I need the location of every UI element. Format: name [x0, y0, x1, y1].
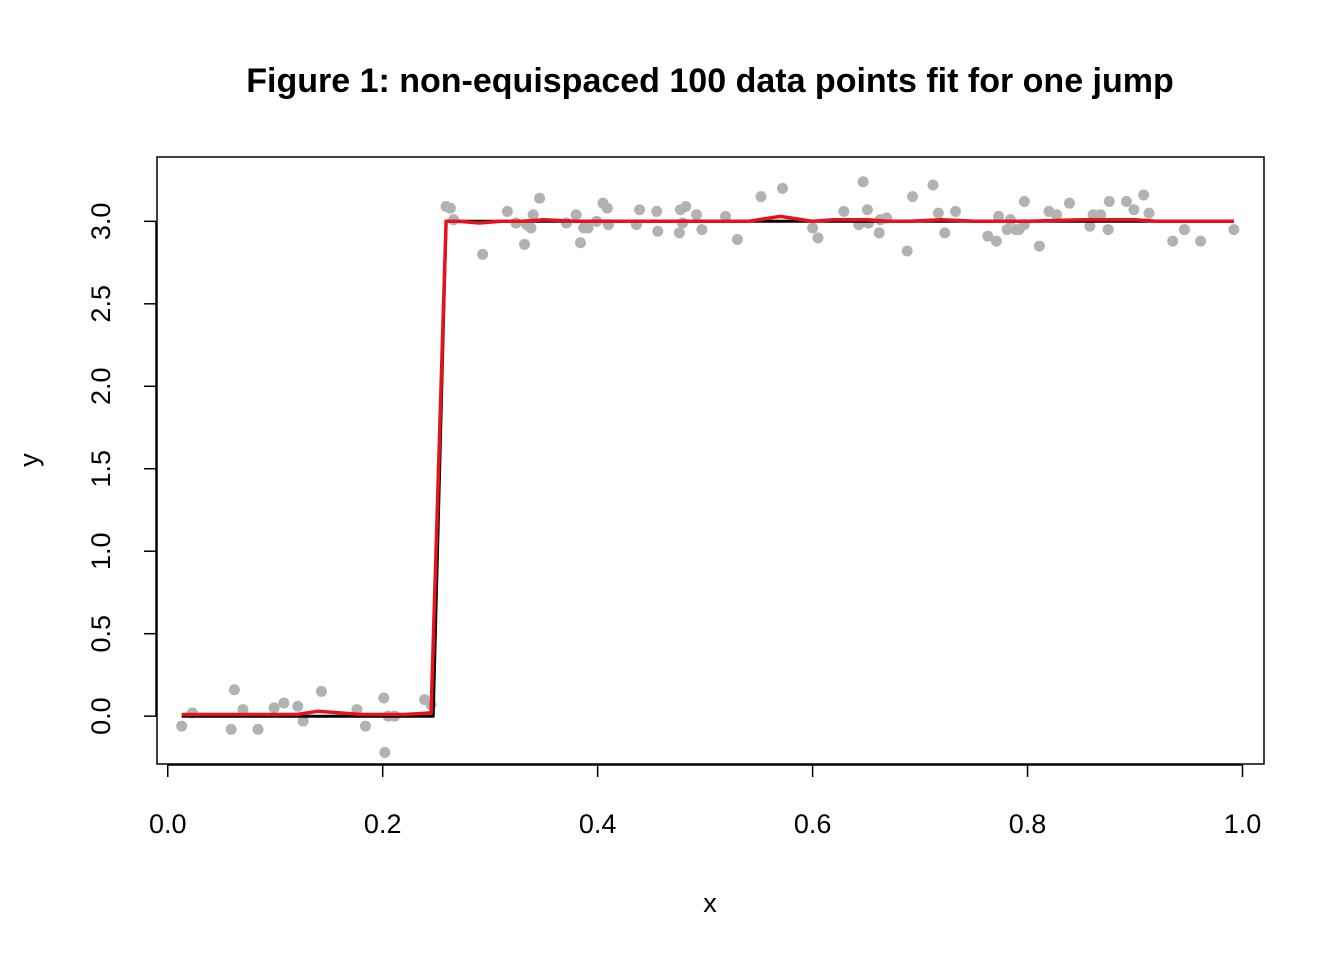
data-point — [812, 232, 824, 244]
data-point — [1087, 209, 1099, 221]
plot-area-frame — [156, 156, 1265, 765]
fitted-lines — [181, 214, 1234, 718]
data-point — [176, 720, 188, 732]
data-point — [534, 192, 546, 204]
data-point — [444, 202, 456, 214]
data-point — [691, 209, 703, 221]
data-point — [932, 207, 944, 219]
data-point — [652, 225, 664, 237]
data-point — [1051, 209, 1063, 221]
data-point — [634, 204, 646, 216]
data-point — [501, 205, 513, 217]
data-point — [1195, 235, 1207, 247]
y-tick-label: 1.0 — [86, 532, 116, 570]
data-point — [777, 182, 789, 194]
data-point — [1143, 207, 1155, 219]
data-point — [582, 222, 594, 234]
x-tick-label: 0.4 — [579, 809, 617, 839]
data-point — [1228, 224, 1240, 236]
data-point — [252, 723, 264, 735]
data-point — [873, 227, 885, 239]
true-function-line — [181, 219, 1234, 718]
data-point — [731, 233, 743, 245]
y-tick-label: 1.5 — [86, 450, 116, 488]
y-tick-label: 0.5 — [86, 615, 116, 653]
y-tick-label: 2.0 — [86, 368, 116, 406]
data-point — [315, 685, 327, 697]
chart-title: Figure 1: non-equispaced 100 data points… — [246, 62, 1174, 100]
data-point — [1084, 220, 1096, 232]
data-point — [901, 245, 913, 257]
data-point — [651, 205, 663, 217]
x-tick-label: 1.0 — [1224, 809, 1262, 839]
data-point — [225, 723, 237, 735]
data-point — [982, 230, 994, 242]
data-point — [990, 235, 1002, 247]
x-axis: 0.0 0.2 0.4 0.6 0.8 1.0 — [149, 764, 1261, 839]
data-point — [673, 227, 685, 239]
x-tick-label: 0.6 — [794, 809, 832, 839]
x-tick-label: 0.8 — [1009, 809, 1047, 839]
data-point — [1095, 209, 1107, 221]
y-tick-label: 0.0 — [86, 697, 116, 735]
x-tick-label: 0.2 — [364, 809, 402, 839]
data-point — [1001, 224, 1013, 236]
data-point — [477, 248, 489, 260]
data-point — [907, 191, 919, 203]
data-point — [927, 179, 939, 191]
y-axis-label: y — [14, 453, 44, 467]
data-point — [1033, 240, 1045, 252]
data-point — [1103, 196, 1115, 208]
data-point — [360, 720, 372, 732]
data-point — [297, 715, 309, 727]
y-tick-label: 2.5 — [86, 285, 116, 323]
data-point — [993, 210, 1005, 222]
data-point — [857, 176, 869, 188]
data-point — [950, 205, 962, 217]
data-point — [720, 210, 732, 222]
x-tick-label: 0.0 — [149, 809, 187, 839]
data-point — [228, 684, 240, 696]
data-point — [292, 700, 304, 712]
data-point — [755, 191, 767, 203]
data-points — [176, 176, 1240, 758]
data-point — [1102, 224, 1114, 236]
data-point — [601, 202, 613, 214]
y-tick-label: 3.0 — [86, 203, 116, 241]
data-point — [570, 209, 582, 221]
data-point — [525, 222, 537, 234]
data-point — [680, 200, 692, 212]
data-point — [1120, 196, 1132, 208]
data-point — [1178, 224, 1190, 236]
data-point — [379, 746, 391, 758]
data-point — [1018, 196, 1030, 208]
data-point — [1138, 189, 1150, 201]
data-point — [378, 692, 390, 704]
data-point — [278, 697, 290, 709]
data-point — [696, 224, 708, 236]
data-point — [519, 238, 531, 250]
data-point — [1063, 197, 1075, 209]
x-axis-label: x — [703, 888, 717, 918]
data-point — [527, 209, 539, 221]
data-point — [939, 227, 951, 239]
data-point — [861, 204, 873, 216]
data-point — [1167, 235, 1179, 247]
data-point — [838, 205, 850, 217]
data-point — [237, 704, 249, 716]
y-axis: 0.0 0.5 1.0 1.5 2.0 2.5 3.0 — [86, 203, 157, 735]
data-point — [807, 222, 819, 234]
data-point — [574, 237, 586, 249]
fit-line — [181, 214, 1234, 717]
data-point — [268, 702, 280, 714]
data-point — [1128, 204, 1140, 216]
